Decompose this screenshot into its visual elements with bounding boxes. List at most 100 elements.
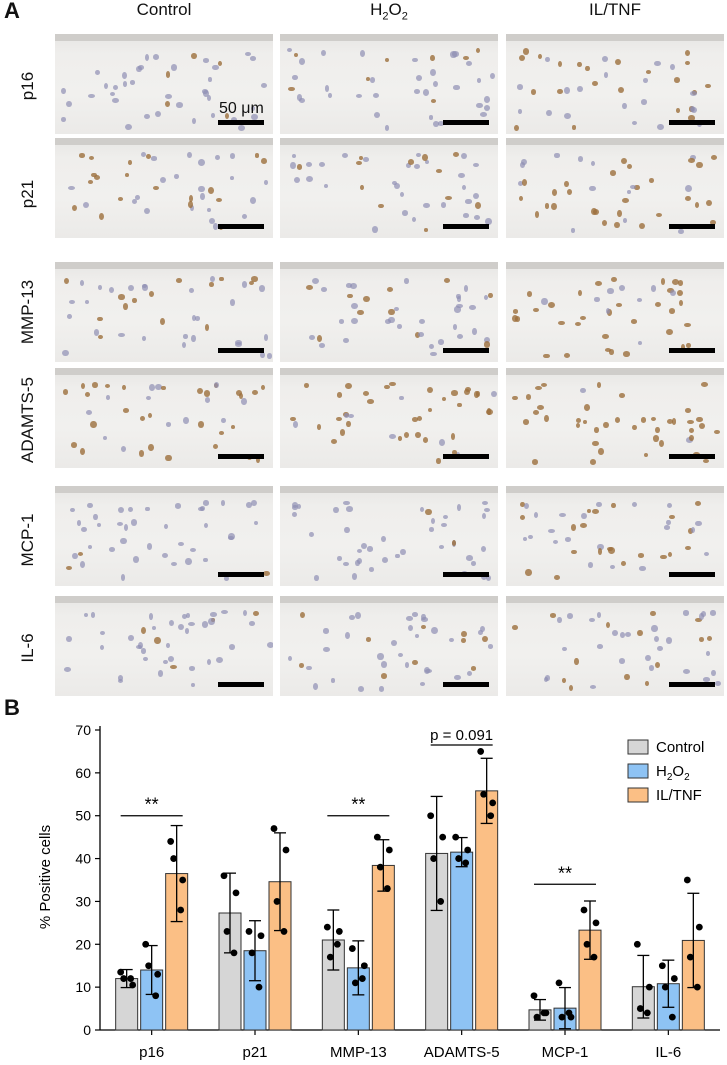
data-point [592,919,600,927]
cell-nucleus [440,522,448,528]
data-point [230,949,238,957]
cell-nucleus [610,564,616,569]
cell-nucleus [456,333,463,340]
data-point [533,1013,541,1021]
cell-nucleus [122,81,128,88]
cell-nucleus [358,155,364,161]
data-point [686,953,694,961]
cell-nucleus [365,77,371,82]
row-label-mcp-1: MCP-1 [18,513,37,567]
cell-nucleus [66,101,72,108]
cell-nucleus [622,217,628,223]
cell-nucleus [388,316,395,324]
cell-nucleus [191,314,196,322]
cell-nucleus [369,77,376,83]
data-point [358,975,366,982]
cell-nucleus [603,421,610,429]
cell-nucleus [238,392,244,400]
micrograph-tile [506,596,724,696]
cell-nucleus [344,526,350,534]
cell-nucleus [632,424,637,430]
cell-nucleus [255,456,260,464]
cell-nucleus [188,666,196,672]
cell-nucleus [654,61,661,67]
cell-nucleus [557,617,562,623]
cell-nucleus [428,343,434,349]
cell-nucleus [266,641,273,648]
cell-nucleus [174,503,181,509]
cell-nucleus [621,157,628,164]
cell-nucleus [324,85,330,92]
cell-nucleus [185,628,190,634]
data-point [127,975,135,982]
cell-nucleus [228,644,236,650]
micrograph-tile [506,368,724,468]
cell-nucleus [215,197,223,203]
cell-nucleus [549,613,557,618]
cell-nucleus [183,417,189,425]
micrograph-tile [280,262,498,362]
cell-nucleus [87,545,92,550]
cell-nucleus [373,111,380,118]
data-point [385,846,393,854]
data-point [643,1009,651,1017]
cell-nucleus [622,197,629,203]
cell-nucleus [318,162,326,168]
cell-nucleus [230,116,238,123]
cell-nucleus [406,616,413,622]
cell-nucleus [438,545,445,550]
row-label-p21: p21 [18,179,37,209]
cell-nucleus [415,152,422,158]
cell-nucleus [182,614,187,620]
cell-nucleus [258,284,265,292]
cell-nucleus [689,90,697,96]
cell-nucleus [607,547,614,552]
cell-nucleus [306,162,313,168]
column-header-control: Control [136,0,192,19]
cell-nucleus [206,95,211,102]
cell-nucleus [165,71,171,78]
cell-nucleus [116,521,123,526]
data-point [565,1009,573,1017]
cell-nucleus [209,611,217,617]
cell-nucleus [602,333,610,339]
cell-nucleus [199,505,206,511]
cell-nucleus [689,434,695,442]
cell-nucleus [336,391,343,398]
cell-nucleus [541,298,548,306]
cell-nucleus [356,160,363,165]
cell-nucleus [321,287,328,292]
data-point [245,928,253,935]
scale-bar [218,224,264,229]
cell-nucleus [245,51,251,56]
cell-nucleus [650,285,657,292]
cell-nucleus [631,120,637,125]
cell-nucleus [583,419,588,425]
cell-nucleus [213,223,219,231]
cell-nucleus [618,393,625,399]
micrograph-tile [280,486,498,586]
cell-nucleus [197,159,205,167]
cell-nucleus [351,573,358,581]
cell-nucleus [394,182,400,189]
cell-nucleus [685,50,691,57]
cell-nucleus [479,112,487,117]
cell-nucleus [196,388,203,395]
cell-nucleus [457,402,462,408]
legend: Control H2O2 IL/TNF [627,739,704,804]
cell-nucleus [165,94,172,100]
cell-nucleus [80,448,85,455]
cell-nucleus [670,63,676,71]
data-point [383,885,391,892]
cell-nucleus [530,89,537,95]
cell-nucleus [165,100,171,108]
y-tick-label: 40 [75,851,91,867]
cell-nucleus [148,290,154,297]
cell-nucleus [224,112,230,120]
data-point [273,898,281,905]
data-point [145,962,153,970]
cell-nucleus [690,106,695,113]
cell-nucleus [97,285,103,291]
cell-nucleus [63,667,71,673]
cell-nucleus [407,158,415,166]
